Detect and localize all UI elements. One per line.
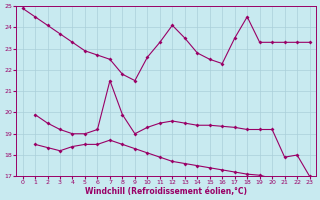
X-axis label: Windchill (Refroidissement éolien,°C): Windchill (Refroidissement éolien,°C): [85, 187, 247, 196]
